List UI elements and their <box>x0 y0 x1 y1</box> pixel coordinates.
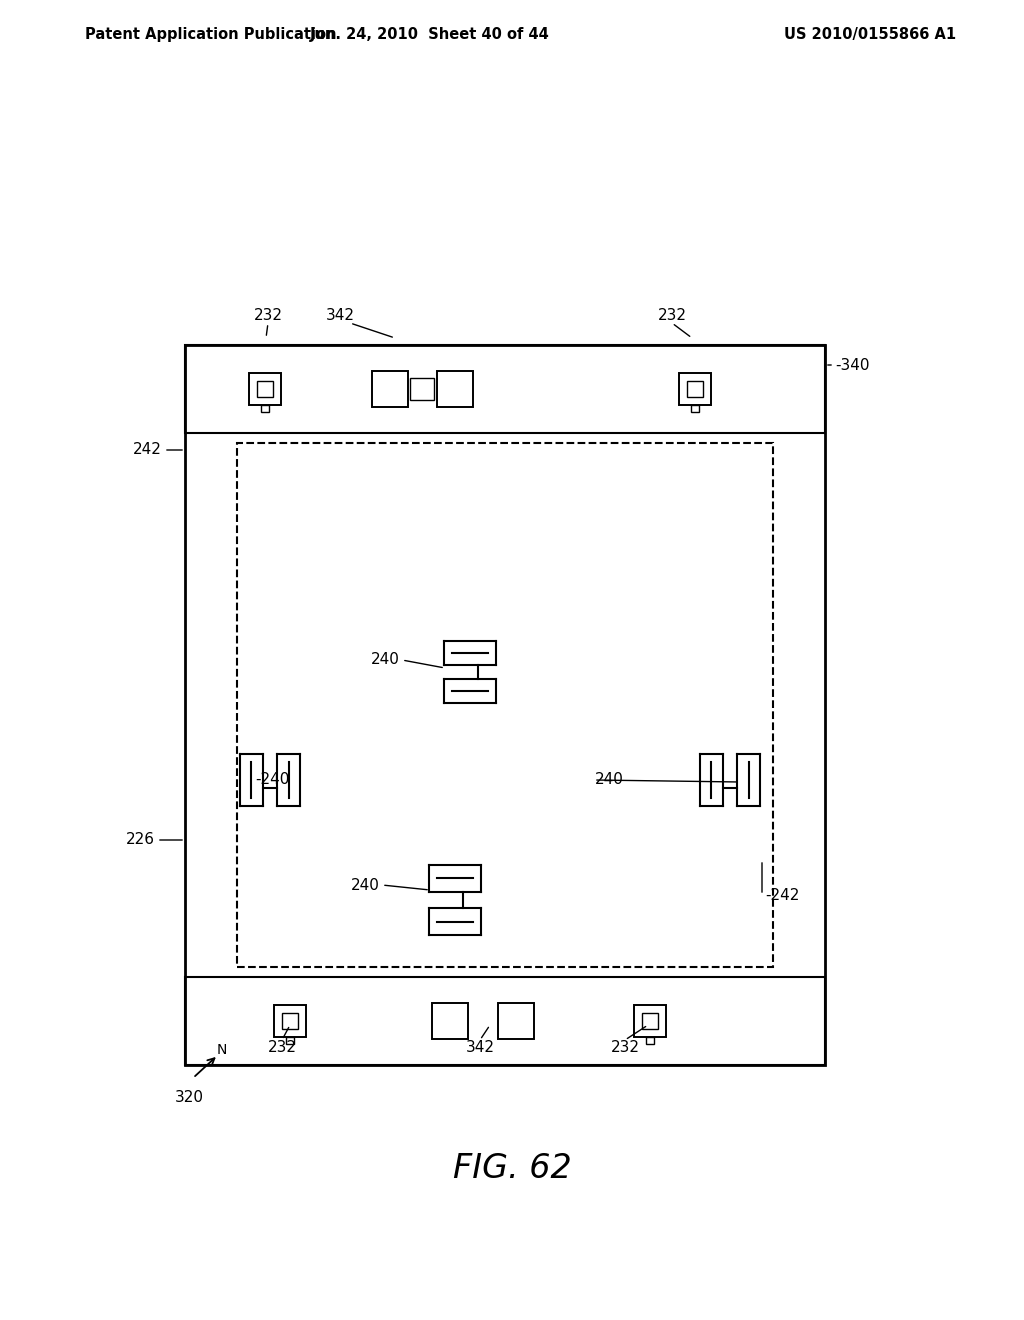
Bar <box>642 1012 658 1030</box>
Bar <box>260 405 269 412</box>
Bar <box>437 371 473 407</box>
Text: 232: 232 <box>267 1040 297 1056</box>
Bar <box>274 1005 306 1038</box>
Text: 242: 242 <box>133 442 162 458</box>
Text: -242: -242 <box>765 887 800 903</box>
Text: -340: -340 <box>835 358 869 372</box>
Text: 232: 232 <box>254 308 283 322</box>
Text: 240: 240 <box>371 652 400 668</box>
Text: 240: 240 <box>351 878 380 892</box>
Bar <box>249 374 281 405</box>
Text: 232: 232 <box>657 308 686 322</box>
Bar <box>286 1038 295 1044</box>
Text: 232: 232 <box>610 1040 640 1056</box>
Text: N: N <box>217 1043 227 1057</box>
Text: -240: -240 <box>256 772 290 788</box>
Text: 226: 226 <box>126 833 155 847</box>
Bar <box>645 1038 654 1044</box>
Bar <box>410 378 434 400</box>
Text: 240: 240 <box>595 772 624 788</box>
Bar <box>185 345 825 433</box>
Text: FIG. 62: FIG. 62 <box>453 1151 571 1184</box>
Bar <box>282 1012 298 1030</box>
Bar <box>498 1003 534 1039</box>
Text: Jun. 24, 2010  Sheet 40 of 44: Jun. 24, 2010 Sheet 40 of 44 <box>310 28 550 42</box>
Text: 342: 342 <box>466 1040 495 1056</box>
Bar <box>687 381 703 397</box>
Bar <box>185 977 825 1065</box>
Text: 342: 342 <box>326 308 354 322</box>
Bar <box>432 1003 468 1039</box>
Bar <box>372 371 408 407</box>
Bar <box>257 381 273 397</box>
Text: US 2010/0155866 A1: US 2010/0155866 A1 <box>784 28 956 42</box>
Bar <box>237 444 773 968</box>
Text: Patent Application Publication: Patent Application Publication <box>85 28 337 42</box>
Bar <box>690 405 699 412</box>
Text: 320: 320 <box>175 1090 204 1106</box>
Bar <box>679 374 711 405</box>
Bar <box>634 1005 666 1038</box>
Bar <box>185 345 825 1065</box>
